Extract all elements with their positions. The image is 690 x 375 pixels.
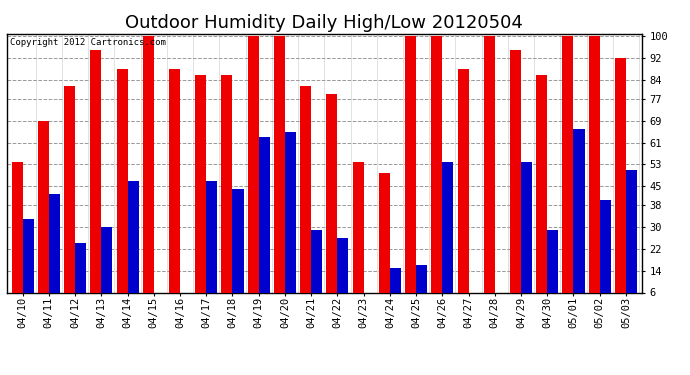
Bar [573, 129, 584, 292]
Bar [510, 50, 521, 292]
Bar [221, 75, 233, 292]
Bar [195, 75, 206, 292]
Bar [547, 230, 558, 292]
Bar [64, 86, 75, 292]
Bar [38, 121, 49, 292]
Bar [259, 137, 270, 292]
Bar [75, 243, 86, 292]
Bar [390, 268, 401, 292]
Bar [128, 181, 139, 292]
Bar [457, 69, 469, 292]
Title: Outdoor Humidity Daily High/Low 20120504: Outdoor Humidity Daily High/Low 20120504 [126, 14, 523, 32]
Bar [626, 170, 637, 292]
Bar [442, 162, 453, 292]
Bar [274, 36, 285, 292]
Bar [169, 69, 180, 292]
Bar [23, 219, 34, 292]
Bar [379, 172, 390, 292]
Bar [484, 36, 495, 292]
Bar [521, 162, 532, 292]
Bar [311, 230, 322, 292]
Bar [405, 36, 416, 292]
Bar [300, 86, 311, 292]
Bar [536, 75, 547, 292]
Bar [562, 36, 573, 292]
Bar [233, 189, 244, 292]
Bar [101, 227, 112, 292]
Bar [117, 69, 128, 292]
Bar [143, 36, 154, 292]
Bar [49, 195, 60, 292]
Bar [589, 36, 600, 292]
Bar [12, 162, 23, 292]
Text: Copyright 2012 Cartronics.com: Copyright 2012 Cartronics.com [10, 38, 166, 46]
Bar [353, 162, 364, 292]
Bar [416, 265, 427, 292]
Bar [337, 238, 348, 292]
Bar [615, 58, 626, 292]
Bar [600, 200, 611, 292]
Bar [206, 181, 217, 292]
Bar [248, 36, 259, 292]
Bar [285, 132, 296, 292]
Bar [326, 94, 337, 292]
Bar [431, 36, 442, 292]
Bar [90, 50, 101, 292]
